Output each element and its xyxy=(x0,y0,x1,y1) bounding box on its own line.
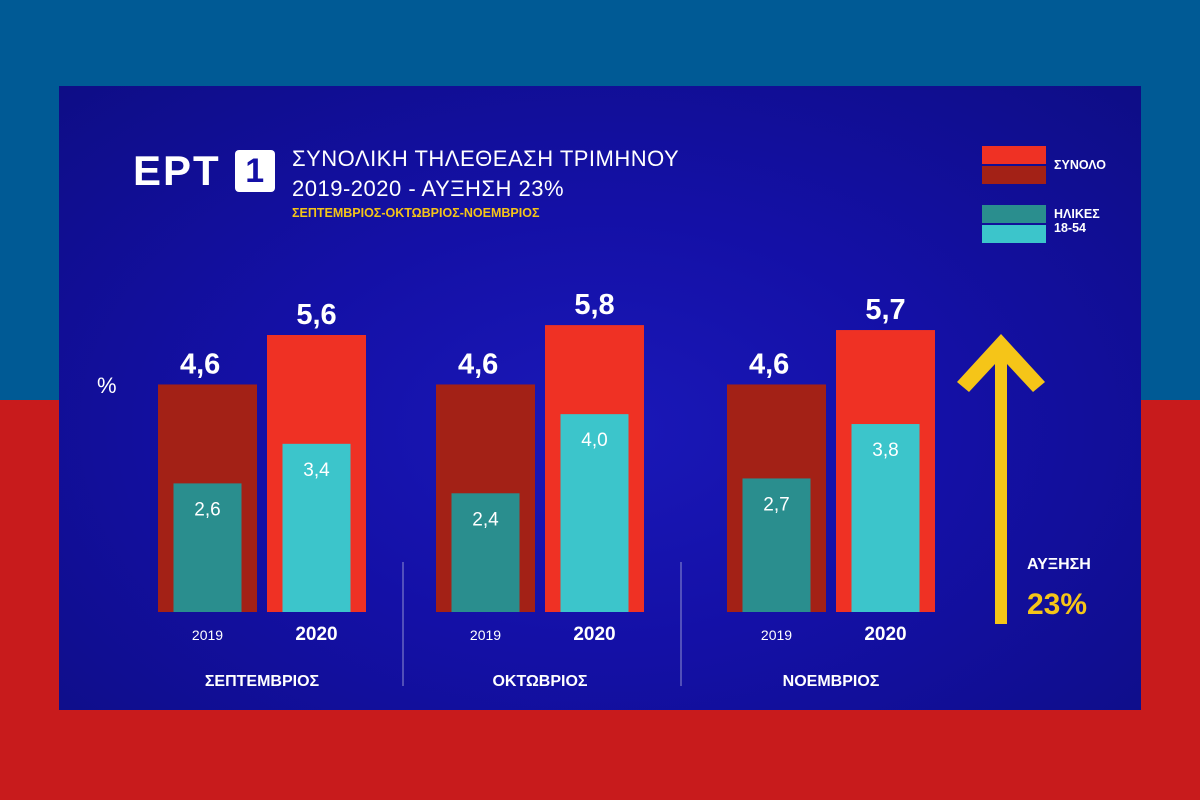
x-tick-label-year: 2020 xyxy=(864,624,906,645)
y-unit-label: % xyxy=(97,373,117,398)
logo-text: ΕΡΤ xyxy=(133,147,221,194)
chart-subtitle: ΣΕΠΤΕΜΒΡΙΟΣ-ΟΚΤΩΒΡΙΟΣ-ΝΟΕΜΒΡΙΟΣ xyxy=(292,206,540,220)
increase-label: ΑΥΞΗΣΗ xyxy=(1027,556,1091,573)
legend-label-age-line1: ΗΛΙΚΕΣ xyxy=(1054,207,1100,221)
legend-swatch-age-2020 xyxy=(982,225,1046,243)
chart-title-line2: 2019-2020 - ΑΥΞΗΣΗ 23% xyxy=(292,176,565,201)
data-label-age: 2,4 xyxy=(472,509,499,530)
ert1-logo: ΕΡΤ 1 xyxy=(133,150,275,192)
month-label: ΣΕΠΤΕΜΒΡΙΟΣ xyxy=(205,673,320,690)
data-label-total: 4,6 xyxy=(749,348,789,380)
data-label-age: 4,0 xyxy=(581,430,607,451)
x-tick-label-year: 2019 xyxy=(470,627,501,643)
x-tick-label-year: 2019 xyxy=(761,627,792,643)
data-label-total: 4,6 xyxy=(180,348,220,380)
data-label-total: 5,6 xyxy=(296,299,336,331)
bar-age-2020 xyxy=(560,414,629,612)
data-label-total: 5,7 xyxy=(865,294,905,326)
data-label-age: 2,6 xyxy=(194,499,220,520)
increase-value: 23% xyxy=(1027,588,1088,621)
bar-age-2019 xyxy=(451,493,520,612)
logo-channel-number: 1 xyxy=(234,150,275,192)
month-label: ΟΚΤΩΒΡΙΟΣ xyxy=(492,673,587,690)
data-label-age: 3,4 xyxy=(303,460,330,481)
increase-arrow-icon xyxy=(955,334,1047,629)
chart-title: ΣΥΝΟΛΙΚΗ ΤΗΛΕΘΕΑΣΗ ΤΡΙΜΗΝΟΥ 2019-2020 - … xyxy=(292,144,679,204)
legend-swatch-total-2020 xyxy=(982,146,1046,164)
data-label-age: 2,7 xyxy=(763,494,789,515)
x-tick-label-year: 2020 xyxy=(573,624,615,645)
data-label-total: 4,6 xyxy=(458,348,498,380)
legend-swatch-age-2019 xyxy=(982,205,1046,223)
data-label-total: 5,8 xyxy=(574,289,614,321)
bar-age-2020 xyxy=(282,443,351,612)
legend-label-age: ΗΛΙΚΕΣ 18-54 xyxy=(1054,207,1100,235)
x-tick-label-year: 2020 xyxy=(295,624,337,645)
legend-label-age-line2: 18-54 xyxy=(1054,221,1086,235)
bar-age-2019 xyxy=(173,483,242,612)
bar-age-2020 xyxy=(851,424,920,612)
month-label: ΝΟΕΜΒΡΙΟΣ xyxy=(783,673,880,690)
bar-age-2019 xyxy=(742,478,811,612)
legend-swatch-total-2019 xyxy=(982,166,1046,184)
data-label-age: 3,8 xyxy=(872,440,898,461)
legend-label-total: ΣΥΝΟΛΟ xyxy=(1054,158,1106,172)
chart-title-line1: ΣΥΝΟΛΙΚΗ ΤΗΛΕΘΕΑΣΗ ΤΡΙΜΗΝΟΥ xyxy=(292,146,680,171)
x-tick-label-year: 2019 xyxy=(192,627,223,643)
